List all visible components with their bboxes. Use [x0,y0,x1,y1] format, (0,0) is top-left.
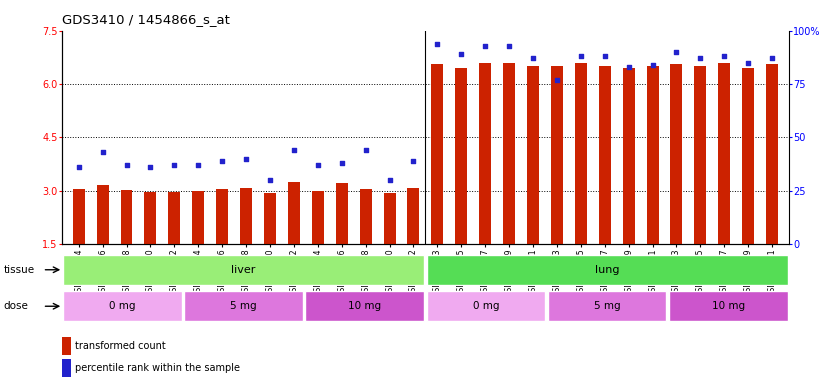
Bar [121,190,132,244]
Bar [288,182,300,244]
Point [502,43,515,49]
Bar [503,63,515,244]
Bar [311,190,324,244]
Point [574,53,587,60]
Bar [719,63,730,244]
Point [598,53,611,60]
Point [454,51,468,57]
Point [240,156,253,162]
Point [287,147,301,153]
Bar [548,291,667,321]
Bar [62,337,71,355]
Bar [743,68,754,244]
Bar [335,183,348,244]
Bar [97,185,108,244]
Point [430,40,444,46]
Bar [359,189,372,244]
Point [359,147,373,153]
Bar [216,189,228,244]
Point [72,164,85,170]
Bar [431,65,444,244]
Text: dose: dose [3,301,28,311]
Point [311,162,325,168]
Text: tissue: tissue [3,265,35,275]
Bar [62,359,71,377]
Point [694,55,707,61]
Text: GDS3410 / 1454866_s_at: GDS3410 / 1454866_s_at [62,13,230,26]
Bar [169,192,180,244]
Bar [695,66,706,244]
Bar [192,190,204,244]
Bar [551,66,563,244]
Bar [63,291,182,321]
Point [263,177,277,183]
Point [718,53,731,60]
Text: 0 mg: 0 mg [472,301,499,311]
Bar [426,255,788,285]
Bar [426,291,545,321]
Point [742,60,755,66]
Point [216,158,229,164]
Bar [527,66,539,244]
Bar [407,188,420,244]
Bar [306,291,425,321]
Bar [766,65,778,244]
Bar [455,68,468,244]
Bar [383,194,396,244]
Point [670,49,683,55]
Point [144,164,157,170]
Text: 0 mg: 0 mg [109,301,135,311]
Text: liver: liver [231,265,256,275]
Text: transformed count: transformed count [74,341,165,351]
Point [168,162,181,168]
Bar [73,189,84,244]
Bar [145,192,156,244]
Bar [575,63,586,244]
Point [96,149,109,155]
Bar [479,63,491,244]
Bar [184,291,303,321]
Bar [671,65,682,244]
Bar [63,255,425,285]
Point [526,55,539,61]
Point [622,64,635,70]
Text: percentile rank within the sample: percentile rank within the sample [74,363,240,373]
Bar [240,188,252,244]
Text: 5 mg: 5 mg [594,301,620,311]
Point [335,160,349,166]
Bar [669,291,788,321]
Point [192,162,205,168]
Point [766,55,779,61]
Bar [599,66,610,244]
Text: 10 mg: 10 mg [712,301,745,311]
Text: lung: lung [595,265,620,275]
Bar [647,66,658,244]
Point [120,162,133,168]
Point [478,43,491,49]
Text: 5 mg: 5 mg [230,301,257,311]
Bar [623,68,634,244]
Point [407,158,420,164]
Text: 10 mg: 10 mg [349,301,382,311]
Point [383,177,396,183]
Bar [264,193,276,244]
Point [550,77,563,83]
Point [646,62,659,68]
